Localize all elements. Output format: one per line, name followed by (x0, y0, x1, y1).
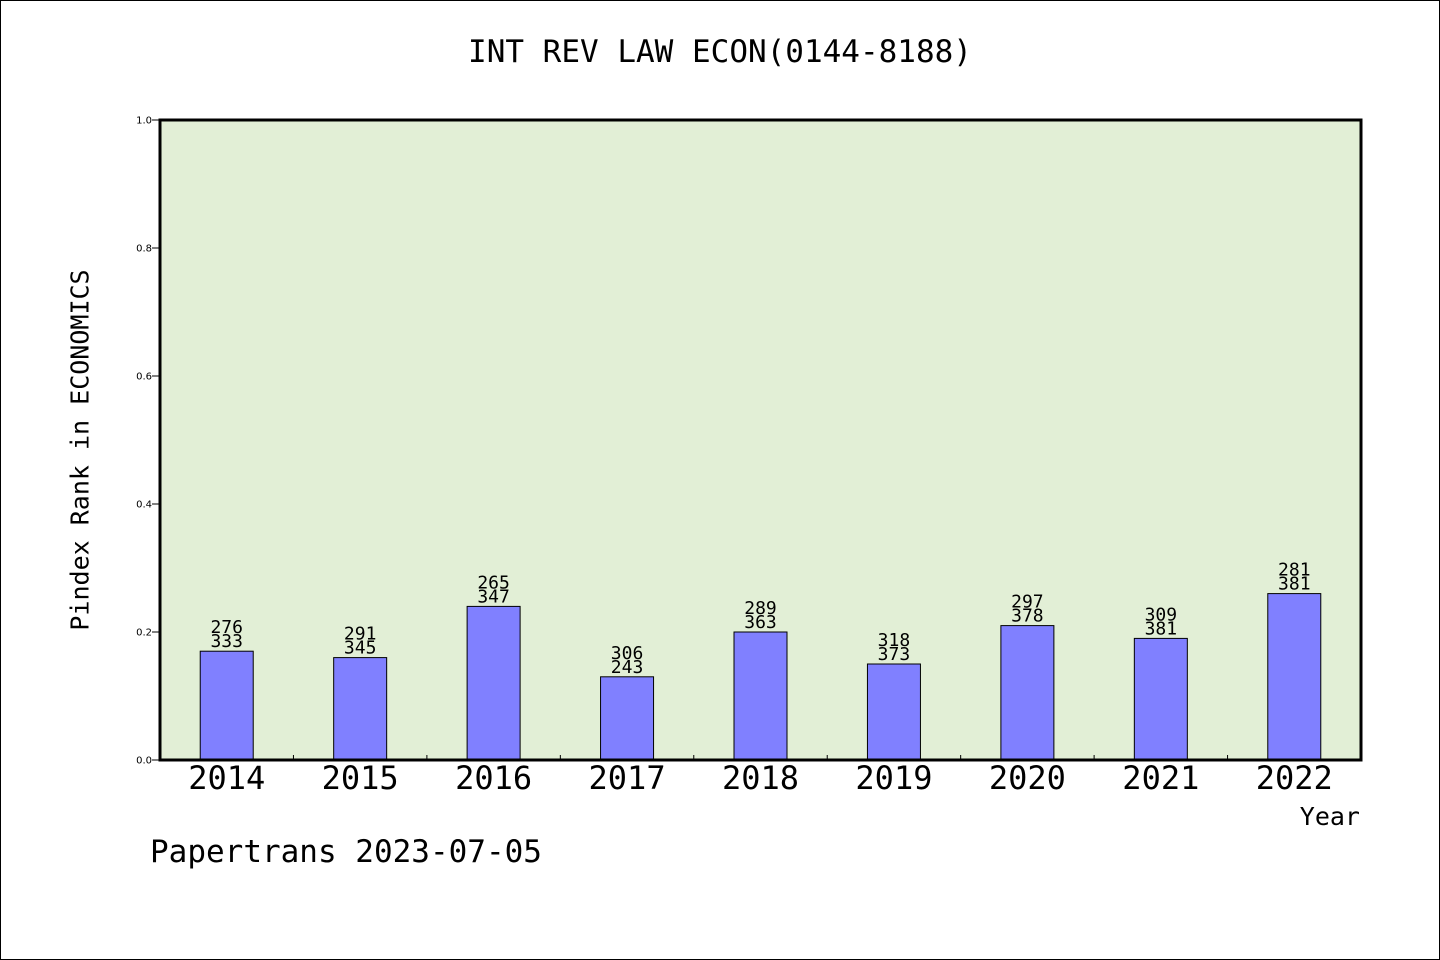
bar (600, 676, 655, 761)
bar (466, 605, 521, 761)
bar-label-top: 281 (1278, 560, 1311, 581)
x-tick-label: 2022 (1256, 759, 1333, 797)
x-tick-label: 2019 (855, 759, 932, 797)
x-tick-label: 2015 (322, 759, 399, 797)
bar-label-bottom: 345 (344, 638, 377, 659)
bar-label-bottom: 381 (1278, 574, 1311, 595)
bar (199, 650, 254, 761)
bar-label-bottom: 373 (878, 644, 911, 665)
x-axis: 2014 2015 2016 2017 2018 2019 2020 2021 2022 (188, 755, 1333, 797)
y-tick-label: 0.6 (136, 372, 152, 383)
bar-label-bottom: 378 (1011, 606, 1044, 627)
x-tick-label: 2018 (722, 759, 799, 797)
bar-label-top: 291 (344, 624, 377, 645)
bar (1267, 593, 1322, 761)
bar (1133, 637, 1188, 761)
bars-group (199, 593, 1322, 761)
bar-label-top: 306 (611, 643, 644, 664)
plot-border (158, 118, 1363, 762)
bar (866, 663, 921, 761)
bar-label-bottom: 333 (210, 631, 243, 652)
bar-label-top: 297 (1011, 592, 1044, 613)
x-axis-label: Year (1299, 802, 1360, 831)
bar-label-bottom: 381 (1145, 618, 1178, 639)
y-axis: 0.0 0.2 0.4 0.6 0.8 1.0 (136, 116, 160, 767)
bar (333, 657, 388, 761)
bar-label-top: 309 (1145, 604, 1178, 625)
bar-label-top: 276 (210, 617, 243, 638)
y-tick-label: 1.0 (136, 116, 152, 127)
y-tick-label: 0.2 (136, 628, 152, 639)
bar (1000, 625, 1055, 761)
bar (733, 631, 788, 761)
bar-label-bottom: 243 (611, 657, 644, 678)
chart-title: INT REV LAW ECON(0144-8188) (468, 34, 972, 70)
x-tick-label: 2016 (455, 759, 532, 797)
x-tick-label: 2021 (1122, 759, 1199, 797)
bar-label-bottom: 363 (744, 612, 777, 633)
x-tick-label: 2020 (989, 759, 1066, 797)
bar-label-top: 289 (744, 598, 777, 619)
y-tick-label: 0.0 (136, 756, 152, 767)
bar-label-top: 318 (878, 630, 911, 651)
bar-label-top: 265 (477, 572, 510, 593)
footer-credit: Papertrans 2023-07-05 (150, 834, 542, 870)
bar-label-bottom: 347 (477, 586, 510, 607)
x-tick-label: 2014 (188, 759, 265, 797)
y-tick-label: 0.4 (136, 500, 152, 511)
y-tick-label: 0.8 (136, 244, 152, 255)
x-tick-label: 2017 (589, 759, 666, 797)
